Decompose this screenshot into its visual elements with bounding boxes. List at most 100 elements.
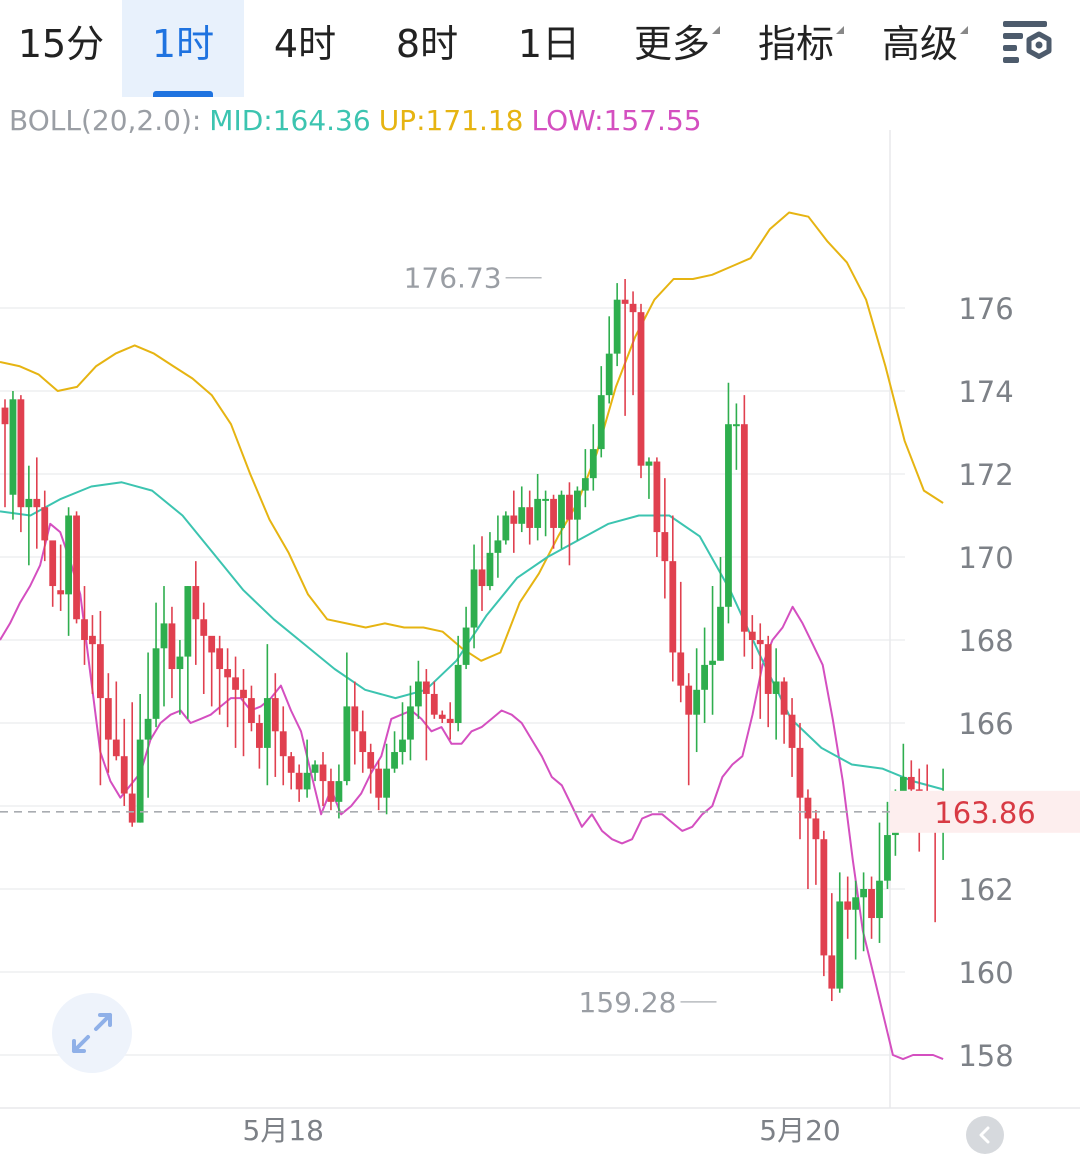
candle-body [1, 407, 9, 425]
candle-body [518, 507, 526, 524]
candle-body [399, 739, 406, 753]
high-marker-label: 176.73 [404, 262, 502, 295]
tab-7[interactable]: 高级 [860, 0, 980, 97]
candle-body [597, 395, 605, 450]
candle-body [446, 718, 454, 723]
tab-2[interactable]: 4时 [244, 0, 366, 97]
candle-body [216, 648, 224, 670]
candle-body [327, 781, 335, 802]
candle-body [868, 889, 875, 919]
tab-6[interactable]: 指标 [736, 0, 856, 97]
candle-body [836, 901, 844, 989]
candle-body [550, 498, 557, 528]
candle-body [319, 764, 327, 782]
tab-label: 8时 [395, 22, 459, 66]
candle-body [510, 515, 518, 524]
current-price-label-bg [890, 790, 1080, 833]
candle-body [613, 299, 621, 354]
candle-body [81, 619, 88, 640]
candle-body [438, 714, 446, 719]
candle-body [709, 660, 716, 665]
candle-body [335, 781, 343, 802]
candle-body [430, 693, 438, 715]
candle-body [677, 652, 685, 686]
candle-body [89, 635, 96, 645]
y-tick-label: 158 [958, 1039, 1013, 1073]
candle-body [629, 303, 637, 313]
dropdown-corner-icon [836, 26, 844, 34]
candle-body [637, 312, 645, 466]
tab-label: 4时 [273, 22, 337, 66]
candle-body [176, 656, 184, 670]
y-tick-label: 176 [958, 292, 1013, 326]
candle-body [645, 461, 653, 466]
candle-body [97, 644, 104, 699]
boll-legend-up: UP:171.18 [378, 104, 524, 137]
candle-body [120, 756, 128, 794]
tab-label: 高级 [882, 22, 968, 66]
candle-body [136, 739, 144, 823]
candle-body [860, 889, 867, 898]
candle-body [621, 299, 629, 304]
candle-body [566, 494, 573, 520]
candle-body [367, 752, 375, 769]
candle-body [112, 739, 120, 757]
candle-body [287, 756, 295, 773]
tab-0[interactable]: 15分 [0, 0, 122, 97]
candlestick-chart[interactable]: 158 160 162 166 168 170 172 174 176 5月18 5月20 163.8… [0, 130, 1080, 1153]
candle-body [454, 664, 462, 723]
tab-1[interactable]: 1时 [122, 0, 244, 97]
candle-body [884, 835, 891, 881]
tab-3[interactable]: 8时 [366, 0, 488, 97]
expand-arrows-icon[interactable] [52, 993, 132, 1073]
chevron-left-icon[interactable] [966, 1116, 1004, 1154]
candle-body [49, 540, 57, 587]
candle-body [279, 731, 287, 757]
candle-body [486, 552, 494, 587]
tab-label: 15分 [17, 22, 105, 66]
tab-label: 1日 [517, 22, 581, 66]
candle-body [812, 818, 820, 840]
candle-body [828, 955, 836, 989]
candle-body [57, 590, 65, 595]
candle-body [383, 768, 390, 798]
candle-body [478, 569, 486, 587]
chevron-left-graphic [979, 1126, 990, 1144]
candle-body [534, 498, 542, 528]
boll-upper-line [0, 211, 944, 662]
low-marker-label: 159.28 [579, 986, 677, 1019]
candle-body [33, 498, 41, 508]
dropdown-corner-icon [712, 26, 720, 34]
candle-body [725, 424, 732, 607]
y-tick-label: 162 [958, 873, 1013, 907]
candle-body [693, 689, 701, 715]
tab-4[interactable]: 1日 [488, 0, 610, 97]
candle-body [391, 752, 398, 769]
candle-body [494, 540, 502, 553]
candle-body [200, 619, 208, 636]
candle-body [876, 880, 883, 919]
candle-body [144, 718, 152, 740]
candle-body [73, 515, 80, 620]
candle-body [224, 669, 231, 678]
tab-label: 更多 [634, 22, 720, 66]
chart-settings-icon-graphic [1003, 21, 1052, 63]
y-tick-label: 170 [958, 541, 1013, 575]
candle-body [359, 731, 367, 753]
tab-5[interactable]: 更多 [612, 0, 732, 97]
x-tick-label: 5月20 [759, 1114, 840, 1147]
y-tick-label: 166 [958, 707, 1013, 741]
candle-body [407, 706, 414, 740]
candle-body [248, 698, 255, 723]
boll-legend: BOLL(20,2.0): MID:164.36 UP:171.18 LOW:157.… [9, 104, 710, 137]
boll-legend-mid: MID:164.36 [209, 104, 371, 137]
candle-body [263, 698, 271, 748]
dropdown-corner-icon [960, 26, 968, 34]
candle-body [17, 399, 25, 508]
candle-body [780, 681, 788, 715]
y-tick-label: 172 [958, 458, 1013, 492]
tab-label: 1时 [151, 22, 215, 66]
chart-settings-icon[interactable] [1000, 18, 1058, 68]
candle-body [717, 606, 724, 661]
timeframe-tabbar: 15分 1时 4时 8时 1日 更多 指标 高级 [0, 0, 1080, 97]
